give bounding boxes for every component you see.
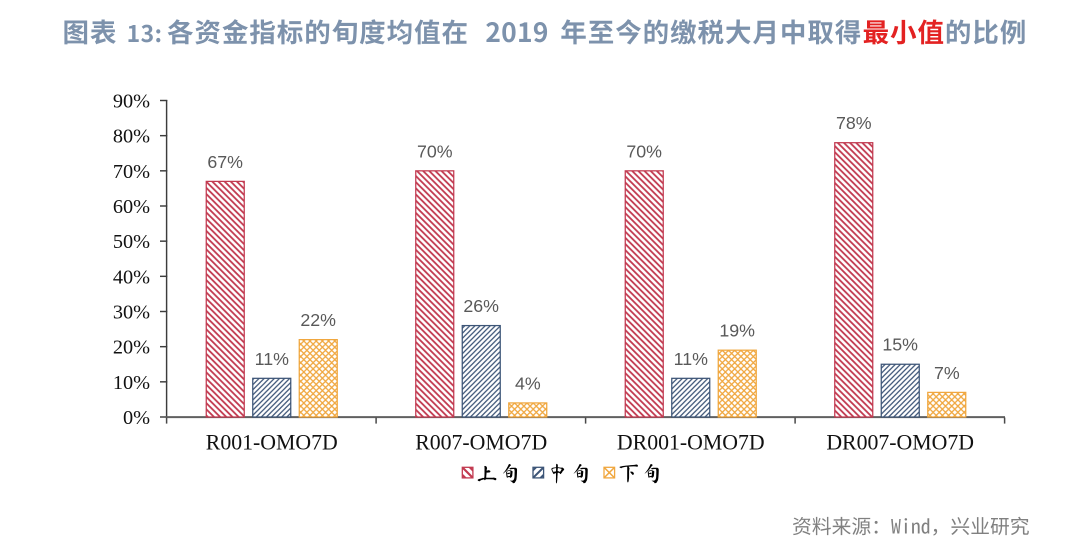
svg-text:4%: 4% bbox=[515, 373, 541, 393]
svg-text:40%: 40% bbox=[113, 266, 150, 288]
svg-text:20%: 20% bbox=[113, 337, 150, 359]
svg-text:30%: 30% bbox=[113, 302, 150, 324]
svg-text:26%: 26% bbox=[463, 296, 499, 316]
svg-text:R007-OMO7D: R007-OMO7D bbox=[415, 431, 547, 455]
svg-text:19%: 19% bbox=[719, 321, 755, 341]
svg-text:R001-OMO7D: R001-OMO7D bbox=[206, 431, 338, 455]
svg-text:90%: 90% bbox=[113, 91, 150, 113]
svg-text:11%: 11% bbox=[255, 349, 289, 369]
svg-text:70%: 70% bbox=[417, 141, 453, 161]
svg-text:15%: 15% bbox=[882, 335, 918, 355]
svg-text:67%: 67% bbox=[207, 152, 243, 172]
svg-text:DR007-OMO7D: DR007-OMO7D bbox=[826, 431, 974, 455]
svg-text:22%: 22% bbox=[300, 310, 336, 330]
svg-text:50%: 50% bbox=[113, 231, 150, 253]
svg-text:DR001-OMO7D: DR001-OMO7D bbox=[617, 431, 765, 455]
svg-text:60%: 60% bbox=[113, 196, 150, 218]
svg-text:80%: 80% bbox=[113, 126, 150, 148]
svg-text:11%: 11% bbox=[674, 349, 708, 369]
svg-text:0%: 0% bbox=[123, 407, 150, 429]
svg-text:78%: 78% bbox=[836, 113, 872, 133]
svg-text:10%: 10% bbox=[113, 372, 150, 394]
svg-text:7%: 7% bbox=[934, 363, 960, 383]
svg-text:70%: 70% bbox=[626, 141, 662, 161]
svg-text:70%: 70% bbox=[113, 161, 150, 183]
